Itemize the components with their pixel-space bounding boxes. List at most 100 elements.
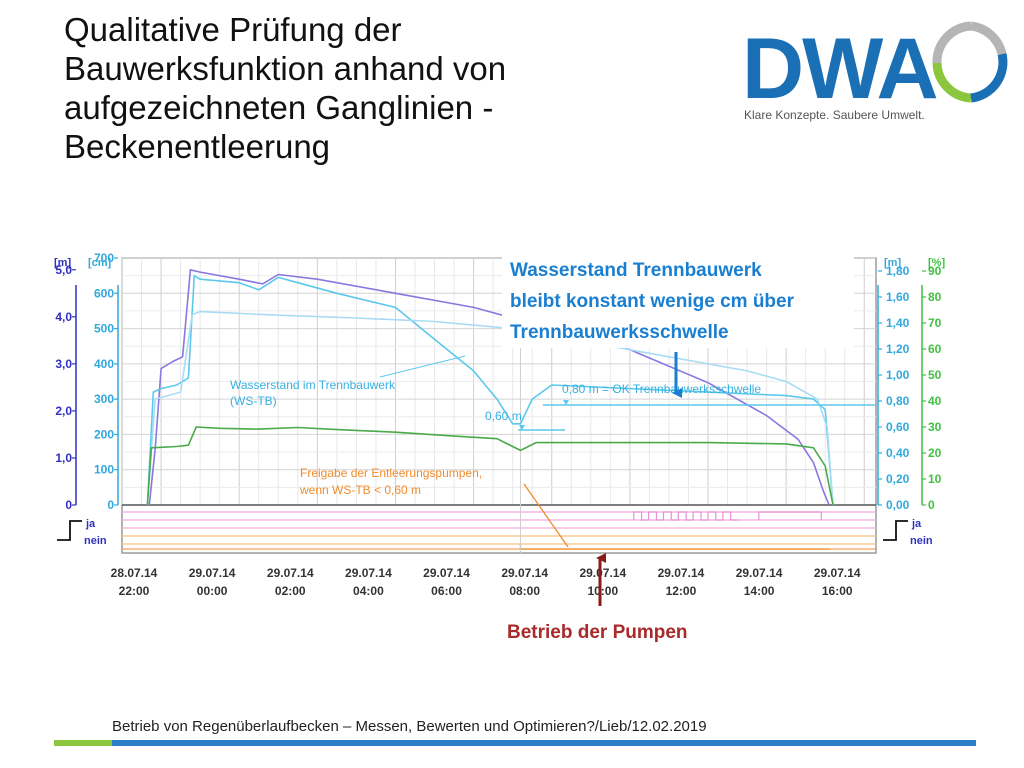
tick-label-right_pct: 60 (928, 342, 942, 356)
callout-pumps: Betrieb der Pumpen (507, 553, 688, 643)
x-tick-date: 29.07.14 (736, 566, 783, 580)
tick-label-right_pct: 40 (928, 394, 942, 408)
data-series (146, 269, 834, 506)
slide-title: Qualitative Prüfung der Bauwerksfunktion… (64, 10, 704, 166)
footer-bar-blue (112, 740, 976, 746)
pump-pulse-signal (758, 511, 822, 520)
annotation-ws-tb-line-1: Wasserstand im Trennbauwerk (230, 378, 396, 392)
x-tick-date: 29.07.14 (658, 566, 705, 580)
x-tick-date: 29.07.14 (501, 566, 548, 580)
tick-label-left_m: 4,0 (55, 310, 72, 324)
logo-ring (932, 21, 1008, 103)
annotation-080m: 0,80 m = OK Trennbauwerksschwelle (543, 382, 876, 406)
x-axis-labels: 28.07.14 22:00 29.07.14 00:00 29.07.14 02:00 2… (111, 566, 861, 598)
tick-label-right_pct: 90 (928, 264, 942, 278)
x-tick-date: 29.07.14 (579, 566, 626, 580)
series-line-1 (146, 274, 834, 506)
x-tick-time: 08:00 (509, 584, 540, 598)
callout-water-level-line-2: bleibt konstant wenige cm über (510, 291, 795, 312)
footer-bar-green (54, 740, 112, 746)
tick-label-right_pct: 0 (928, 498, 935, 512)
tick-label-left_cm: 500 (94, 322, 114, 336)
tick-label-right_m: 1,80 (886, 264, 910, 278)
callout-water-level: Wasserstand Trennbauwerk bleibt konstant… (502, 252, 854, 398)
callout-water-level-line-1: Wasserstand Trennbauwerk (510, 260, 762, 281)
digital-legend-left: ja nein (57, 518, 107, 547)
tick-label-right_m: 0,40 (886, 446, 910, 460)
tick-label-right_pct: 70 (928, 316, 942, 330)
pump-pulse-signal (633, 511, 738, 521)
digital-legend-right-on: ja (911, 518, 922, 530)
axes: 01,02,03,04,05,001002003004005006007000,… (55, 251, 941, 512)
logo-wordmark: DWA (742, 21, 937, 117)
x-tick-time: 22:00 (119, 584, 150, 598)
tick-label-right_m: 0,20 (886, 472, 910, 486)
digital-legend-right: ja nein (883, 518, 933, 547)
x-tick-date: 29.07.14 (814, 566, 861, 580)
x-tick-date: 28.07.14 (111, 566, 158, 580)
x-tick-time: 04:00 (353, 584, 384, 598)
callout-pumps-text: Betrieb der Pumpen (507, 622, 688, 643)
tick-label-left_m: 0 (65, 498, 72, 512)
annotation-ws-tb-line-2: (WS-TB) (230, 394, 277, 408)
footer-text: Betrieb von Regenüberlaufbecken – Messen… (112, 718, 707, 735)
dwa-logo: DWA Klare Konzepte. Saubere Umwelt. (742, 21, 1008, 122)
tick-label-left_cm: 300 (94, 392, 114, 406)
tick-label-left_m: 2,0 (55, 404, 72, 418)
tick-label-right_pct: 80 (928, 290, 942, 304)
x-tick-time: 02:00 (275, 584, 306, 598)
axis-unit-left-cm: [cm] (88, 257, 112, 269)
tick-label-right_m: 1,00 (886, 368, 910, 382)
tick-label-right_m: 1,20 (886, 342, 910, 356)
x-tick-time: 06:00 (431, 584, 462, 598)
callout-water-level-line-3: Trennbauwerksschwelle (510, 322, 729, 343)
tick-label-right_pct: 20 (928, 446, 942, 460)
tick-label-right_m: 0,60 (886, 420, 910, 434)
x-tick-time: 12:00 (666, 584, 697, 598)
x-tick-time: 14:00 (744, 584, 775, 598)
x-tick-date: 29.07.14 (423, 566, 470, 580)
tick-label-left_m: 1,0 (55, 451, 72, 465)
slide-title-line-3: aufgezeichneten Ganglinien - (64, 89, 494, 126)
slide-title-line-4: Beckenentleerung (64, 128, 331, 165)
series-line-0 (148, 269, 830, 506)
annotation-060m: 0,60 m (485, 409, 565, 431)
annotation-060m-text: 0,60 m (485, 409, 522, 423)
tick-label-right_m: 0,00 (886, 498, 910, 512)
axis-unit-right-m: [m] (884, 257, 901, 269)
tick-label-left_cm: 0 (107, 498, 114, 512)
series-line-2 (146, 310, 834, 506)
x-tick-time: 16:00 (822, 584, 853, 598)
tick-label-right_m: 1,40 (886, 316, 910, 330)
annotation-pump-release-line-2: wenn WS-TB < 0,60 m (299, 483, 421, 497)
series-line-3 (146, 426, 834, 506)
tick-label-right_pct: 50 (928, 368, 942, 382)
tick-label-left_m: 3,0 (55, 357, 72, 371)
tick-label-left_cm: 600 (94, 286, 114, 300)
annotation-pump-release: Freigabe der Entleerungspumpen, wenn WS-… (299, 466, 569, 548)
digital-legend-left-on: ja (85, 518, 96, 530)
digital-legend-left-off: nein (84, 535, 107, 547)
tick-label-right_pct: 30 (928, 420, 942, 434)
annotation-pump-release-line-1: Freigabe der Entleerungspumpen, (300, 466, 482, 480)
digital-legend-right-off: nein (910, 535, 933, 547)
tick-label-left_cm: 100 (94, 463, 114, 477)
x-tick-date: 29.07.14 (345, 566, 392, 580)
slide-title-line-1: Qualitative Prüfung der (64, 11, 402, 48)
axis-unit-left-m: [m] (54, 257, 71, 269)
annotation-ws-tb: Wasserstand im Trennbauwerk (WS-TB) (230, 355, 466, 408)
tick-label-left_cm: 700 (94, 251, 114, 265)
x-tick-time: 10:00 (587, 584, 618, 598)
digital-signal-area (122, 258, 876, 553)
tick-label-right_m: 0,80 (886, 394, 910, 408)
tick-label-right_pct: 10 (928, 472, 942, 486)
logo-tagline: Klare Konzepte. Saubere Umwelt. (744, 108, 925, 122)
tick-label-left_cm: 200 (94, 427, 114, 441)
tick-label-left_m: 5,0 (55, 263, 72, 277)
axis-unit-right-pct: [%] (928, 257, 945, 269)
tick-label-right_m: 1,60 (886, 290, 910, 304)
slide-title-line-2: Bauwerksfunktion anhand von (64, 50, 507, 87)
tick-label-left_cm: 400 (94, 357, 114, 371)
x-tick-time: 00:00 (197, 584, 228, 598)
